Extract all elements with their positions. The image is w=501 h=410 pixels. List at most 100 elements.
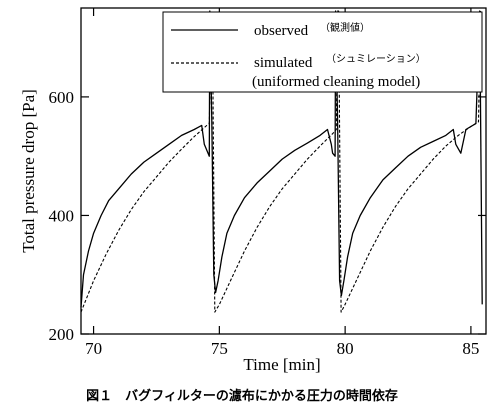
data-point-observed-46	[395, 167, 396, 168]
x-tick-label: 80	[337, 339, 354, 358]
data-point-observed-34	[332, 153, 333, 154]
data-point-observed-36	[335, 10, 336, 11]
data-point-observed-25	[244, 197, 245, 198]
data-point-simulated-13	[212, 10, 213, 11]
data-point-observed-24	[234, 215, 235, 216]
data-point-observed-27	[269, 170, 270, 171]
data-point-observed-28	[282, 159, 283, 160]
legend-box	[162, 11, 483, 93]
data-point-simulated-0	[80, 312, 81, 313]
data-point-observed-35	[335, 156, 336, 157]
data-point-simulated-8	[181, 149, 182, 150]
y-tick-label: 400	[49, 206, 75, 225]
data-point-simulated-18	[257, 227, 258, 228]
data-point-simulated-37	[445, 146, 446, 147]
data-point-observed-21	[218, 280, 219, 281]
data-point-observed-2	[88, 250, 89, 251]
data-point-observed-40	[343, 280, 344, 281]
data-point-observed-48	[420, 147, 421, 148]
data-point-simulated-27	[338, 10, 339, 11]
data-point-simulated-2	[106, 253, 107, 254]
y-tick-label: 200	[49, 325, 75, 344]
data-point-observed-47	[407, 156, 408, 157]
data-point-simulated-5	[143, 191, 144, 192]
data-point-simulated-34	[407, 188, 408, 189]
data-point-simulated-22	[307, 159, 308, 160]
data-point-simulated-24	[332, 133, 333, 134]
data-point-observed-1	[83, 274, 84, 275]
data-point-simulated-31	[370, 250, 371, 251]
data-point-observed-33	[331, 144, 332, 145]
x-tick-label: 75	[211, 339, 228, 358]
data-point-simulated-20	[282, 188, 283, 189]
data-point-observed-9	[156, 153, 157, 154]
data-point-simulated-38	[458, 135, 459, 136]
data-point-observed-32	[327, 129, 328, 130]
data-point-simulated-29	[345, 304, 346, 305]
data-point-observed-7	[131, 173, 132, 174]
data-point-observed-49	[433, 141, 434, 142]
data-point-observed-8	[143, 162, 144, 163]
data-point-simulated-16	[231, 277, 232, 278]
data-point-observed-12	[194, 129, 195, 130]
data-point-observed-41	[347, 256, 348, 257]
legend: observed （観測値） simulated （シュミレーション） (uni…	[162, 11, 483, 93]
data-point-observed-13	[201, 125, 202, 126]
data-point-simulated-32	[382, 227, 383, 228]
data-point-observed-51	[453, 129, 454, 130]
x-tick-label: 70	[85, 339, 102, 358]
legend-label-simulated: simulated	[254, 55, 313, 71]
data-point-observed-37	[337, 120, 338, 121]
data-point-observed-30	[307, 143, 308, 144]
data-point-simulated-4	[131, 209, 132, 210]
data-point-simulated-28	[341, 312, 342, 313]
data-point-observed-42	[352, 233, 353, 234]
data-point-simulated-39	[470, 126, 471, 127]
data-point-simulated-6	[156, 176, 157, 177]
data-point-observed-16	[209, 156, 210, 157]
data-point-observed-31	[319, 135, 320, 136]
data-point-observed-45	[382, 179, 383, 180]
data-point-simulated-9	[194, 136, 195, 137]
data-point-observed-22	[221, 256, 222, 257]
data-point-simulated-33	[395, 206, 396, 207]
legend-label-observed: observed	[254, 23, 309, 39]
data-point-simulated-36	[433, 159, 434, 160]
data-point-observed-44	[370, 197, 371, 198]
data-point-observed-5	[108, 200, 109, 201]
data-point-observed-15	[206, 150, 207, 151]
x-tick-label: 85	[462, 339, 479, 358]
data-point-simulated-21	[294, 173, 295, 174]
data-point-simulated-3	[118, 230, 119, 231]
data-point-simulated-11	[209, 123, 210, 124]
data-point-simulated-23	[319, 146, 320, 147]
y-axis-ticks: 200 400 600	[49, 88, 486, 344]
data-point-observed-0	[80, 307, 81, 308]
data-point-observed-58	[482, 304, 483, 305]
legend-label-simulated-model: (uniformed cleaning model)	[252, 74, 420, 90]
y-tick-label: 600	[49, 88, 75, 107]
data-point-observed-50	[445, 135, 446, 136]
series-line-simulated	[80, 10, 482, 313]
data-point-observed-38	[339, 280, 340, 281]
data-point-observed-29	[294, 150, 295, 151]
data-point-observed-43	[360, 215, 361, 216]
data-point-simulated-19	[269, 206, 270, 207]
data-point-simulated-30	[357, 277, 358, 278]
data-point-observed-26	[257, 182, 258, 183]
data-point-observed-17	[209, 10, 210, 11]
data-point-observed-10	[168, 144, 169, 145]
data-point-observed-4	[101, 215, 102, 216]
data-point-simulated-15	[219, 304, 220, 305]
data-point-observed-53	[460, 153, 461, 154]
data-point-observed-3	[93, 233, 94, 234]
data-point-simulated-25	[336, 129, 337, 130]
data-point-simulated-40	[478, 121, 479, 122]
figure-caption: 図１ バグフィルターの濾布にかかる圧力の時間依存	[86, 388, 398, 404]
data-point-observed-52	[455, 144, 456, 145]
data-point-observed-11	[181, 135, 182, 136]
data-point-simulated-7	[168, 162, 169, 163]
series-layer	[80, 10, 483, 313]
data-point-observed-6	[118, 188, 119, 189]
data-point-simulated-10	[206, 125, 207, 126]
